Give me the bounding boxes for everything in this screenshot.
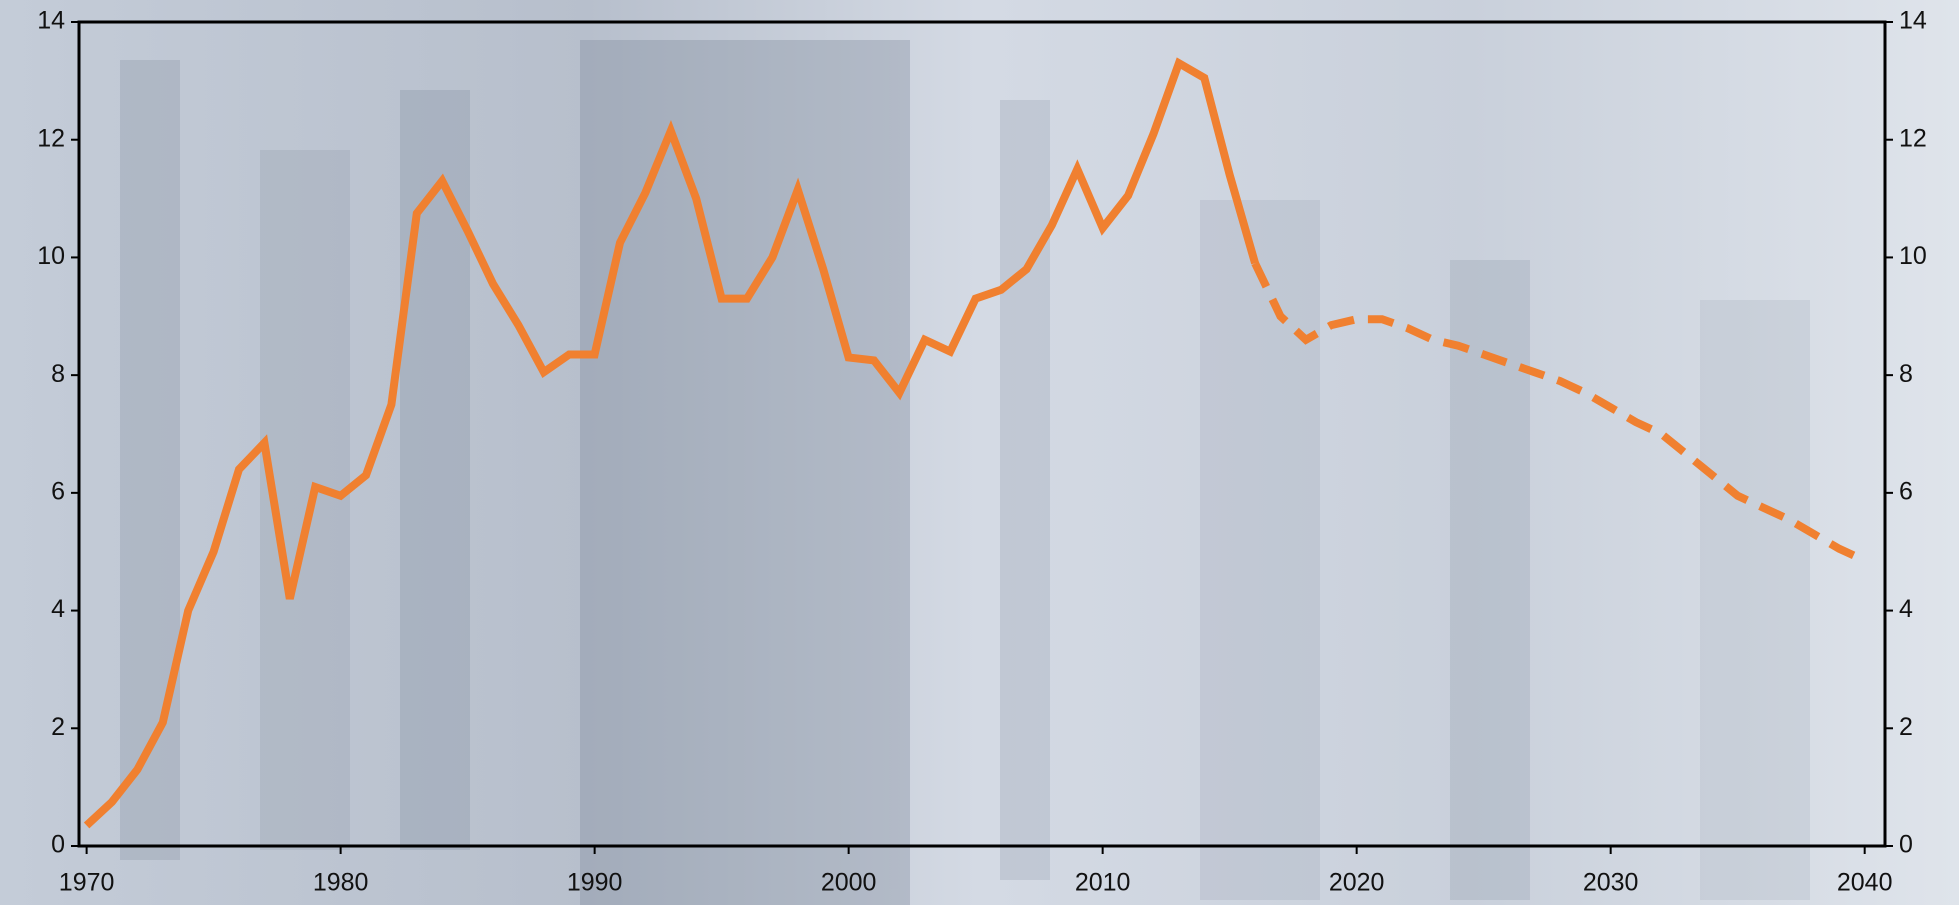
x-tick-label: 1970 [59,869,115,897]
y2-tick-label: 12 [1899,124,1927,152]
y2-tick-label: 10 [1899,242,1927,270]
data-line [83,57,1259,829]
x-tick-label: 1990 [567,869,623,897]
y-tick-label: 12 [37,124,65,152]
y-tick-label: 0 [51,831,65,859]
y2-tick-label: 8 [1899,360,1913,388]
y-tick-label: 10 [37,242,65,270]
x-tick-label: 2000 [821,869,877,897]
y2-tick-label: 14 [1899,7,1927,35]
x-tick-label: 2030 [1583,869,1639,897]
y2-tick-label: 2 [1899,713,1913,741]
y-tick-label: 4 [51,595,65,623]
y-tick-label: 6 [51,477,65,505]
y-tick-label: 8 [51,360,65,388]
x-tick-label: 2040 [1837,869,1893,897]
y2-tick-label: 4 [1899,595,1913,623]
projection-line [1251,261,1867,565]
x-tick-label: 2020 [1329,869,1385,897]
y2-tick-label: 0 [1899,831,1913,859]
y-tick-label: 14 [37,7,65,35]
x-tick-label: 2010 [1075,869,1131,897]
plot-frame [77,20,1887,848]
y-tick-label: 2 [51,713,65,741]
y2-tick-label: 6 [1899,477,1913,505]
x-tick-label: 1980 [313,869,369,897]
